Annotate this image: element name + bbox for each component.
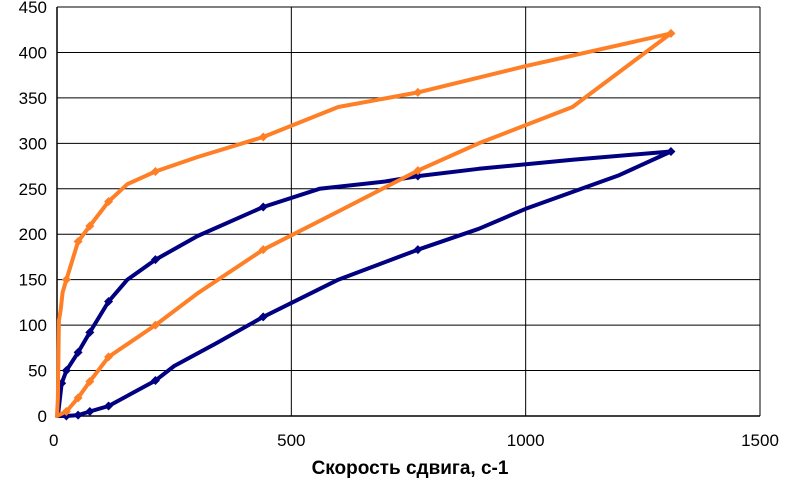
data-point (85, 221, 95, 231)
data-point (73, 236, 83, 246)
data-point (150, 167, 160, 177)
y-tick-label: 200 (19, 225, 47, 244)
data-point (150, 255, 160, 265)
y-tick-label: 350 (19, 89, 47, 108)
y-tick-label: 400 (19, 43, 47, 62)
y-tick-label: 300 (19, 134, 47, 153)
y-tick-label: 150 (19, 271, 47, 290)
series-layer (55, 28, 676, 421)
y-tick-label: 0 (38, 407, 47, 426)
y-tick-label: 450 (19, 0, 47, 17)
data-point (73, 347, 83, 357)
data-point (258, 245, 268, 255)
x-axis-title: Скорость сдвига, с-1 (312, 458, 509, 479)
x-tick-label: 500 (277, 431, 305, 450)
data-point (413, 245, 423, 255)
data-point (258, 312, 268, 322)
data-point (61, 275, 71, 285)
data-point (150, 320, 160, 330)
data-point (85, 376, 95, 386)
x-tick-label: 1000 (507, 431, 545, 450)
data-point (258, 132, 268, 142)
data-point (73, 393, 83, 403)
x-tick-label: 0 (49, 431, 58, 450)
tick-labels: 0 50 100 150 200 250 300 350 400 450 0 500 1000 1500 (19, 0, 779, 450)
data-point (413, 87, 423, 97)
data-point (666, 28, 676, 38)
data-point (104, 352, 114, 362)
data-point (666, 147, 676, 157)
data-point (104, 296, 114, 306)
x-tick-label: 1500 (741, 431, 779, 450)
data-point (73, 410, 83, 420)
data-point (104, 197, 114, 207)
data-point (61, 366, 71, 376)
series-2 (55, 28, 676, 418)
y-tick-label: 50 (28, 362, 47, 381)
data-point (61, 406, 71, 416)
data-point (85, 327, 95, 337)
data-point (258, 202, 268, 212)
y-tick-label: 100 (19, 316, 47, 335)
data-point (413, 166, 423, 176)
data-point (150, 376, 160, 386)
data-point (85, 406, 95, 416)
y-tick-label: 250 (19, 180, 47, 199)
data-point (104, 401, 114, 411)
